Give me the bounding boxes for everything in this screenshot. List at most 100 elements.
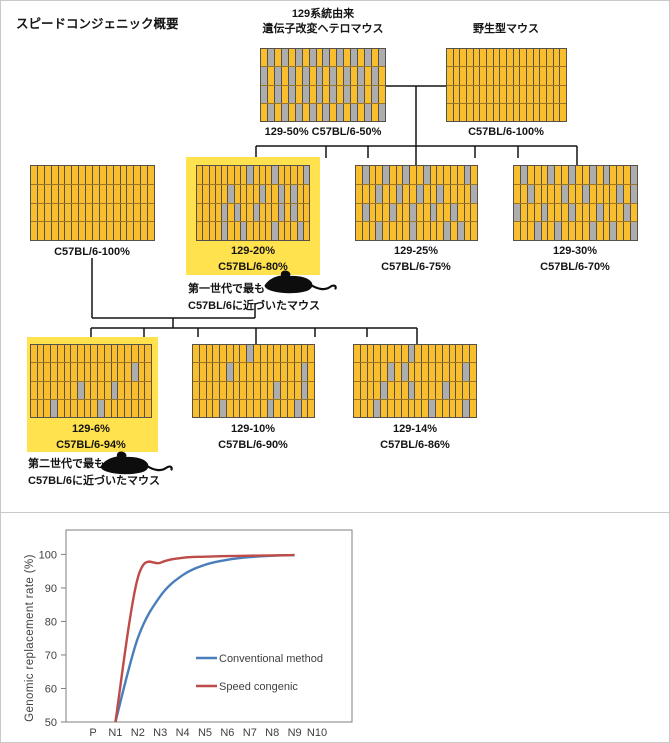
segment-c57bl6	[444, 166, 451, 184]
segment-c57bl6	[548, 222, 556, 240]
segment-c57bl6	[65, 184, 73, 203]
segment-c57bl6	[520, 67, 528, 85]
segment-c57bl6	[148, 203, 155, 222]
segment-c57bl6	[134, 184, 142, 203]
segment-c57bl6	[120, 166, 128, 184]
segment-129	[401, 363, 409, 381]
segment-c57bl6	[562, 203, 570, 222]
segment-c57bl6	[297, 166, 304, 184]
segment-129	[457, 222, 465, 240]
segment-c57bl6	[31, 381, 38, 399]
segment-c57bl6	[576, 166, 583, 184]
segment-c57bl6	[553, 103, 561, 121]
segment-c57bl6	[450, 184, 458, 203]
segment-129	[408, 381, 416, 399]
segment-c57bl6	[93, 203, 100, 222]
segment-c57bl6	[104, 345, 112, 363]
wild-percentage-label: C57BL/6-100%	[468, 126, 544, 138]
gen2-10-b6-label: C57BL/6-90%	[218, 439, 288, 451]
segment-c57bl6	[79, 203, 87, 222]
segment-c57bl6	[303, 222, 310, 240]
segment-129	[131, 363, 139, 381]
segment-c57bl6	[603, 203, 611, 222]
segment-c57bl6	[547, 49, 554, 67]
gen2-note-line2: C57BL/6に近づいたマウス	[28, 475, 161, 487]
segment-c57bl6	[254, 399, 261, 417]
segment-c57bl6	[78, 399, 85, 417]
segment-c57bl6	[435, 345, 443, 363]
segment-c57bl6	[449, 345, 457, 363]
segment-c57bl6	[203, 166, 210, 184]
segment-c57bl6	[582, 222, 590, 240]
segment-c57bl6	[72, 203, 80, 222]
segment-c57bl6	[493, 67, 501, 85]
segment-c57bl6	[410, 166, 418, 184]
gen2-14-b6-label: C57BL/6-86%	[380, 439, 450, 451]
segment-c57bl6	[274, 399, 282, 417]
segment-c57bl6	[596, 184, 604, 203]
segment-c57bl6	[118, 363, 126, 381]
segment-c57bl6	[253, 184, 260, 203]
segment-c57bl6	[358, 49, 366, 67]
segment-c57bl6	[111, 399, 119, 417]
segment-c57bl6	[589, 184, 597, 203]
segment-c57bl6	[125, 381, 132, 399]
segment-c57bl6	[330, 103, 338, 121]
segment-c57bl6	[86, 184, 94, 203]
segment-c57bl6	[401, 399, 409, 417]
chromosome-row	[514, 166, 638, 184]
segment-c57bl6	[527, 85, 534, 103]
segment-c57bl6	[470, 381, 476, 399]
segment-c57bl6	[493, 103, 501, 121]
segment-c57bl6	[79, 184, 87, 203]
chromosome-row	[31, 362, 151, 381]
segment-c57bl6	[99, 222, 107, 240]
segment-c57bl6	[460, 49, 468, 67]
segment-c57bl6	[287, 363, 295, 381]
chromosome-row	[354, 345, 476, 363]
segment-c57bl6	[120, 184, 128, 203]
segment-c57bl6	[302, 49, 310, 67]
segment-c57bl6	[473, 103, 481, 121]
segment-129	[527, 184, 535, 203]
segment-c57bl6	[303, 184, 310, 203]
segment-c57bl6	[209, 184, 216, 203]
segment-c57bl6	[389, 184, 397, 203]
segment-129	[520, 166, 528, 184]
segment-c57bl6	[480, 49, 488, 67]
segment-c57bl6	[513, 67, 521, 85]
segment-c57bl6	[309, 67, 317, 85]
segment-129	[274, 381, 282, 399]
segment-129	[631, 222, 638, 240]
segment-c57bl6	[457, 166, 465, 184]
segment-c57bl6	[209, 203, 216, 222]
segment-c57bl6	[423, 222, 431, 240]
segment-c57bl6	[65, 203, 73, 222]
segment-129	[111, 381, 119, 399]
chromosome-row	[447, 49, 567, 67]
segment-c57bl6	[444, 203, 451, 222]
segment-c57bl6	[145, 345, 151, 363]
segment-129	[378, 49, 385, 67]
segment-129	[274, 85, 282, 103]
segment-c57bl6	[240, 184, 248, 203]
segment-c57bl6	[71, 399, 79, 417]
segment-c57bl6	[44, 222, 52, 240]
segment-c57bl6	[442, 345, 450, 363]
segment-c57bl6	[274, 103, 282, 121]
segment-c57bl6	[254, 381, 261, 399]
segment-c57bl6	[111, 363, 119, 381]
segment-c57bl6	[31, 399, 38, 417]
segment-129	[330, 85, 338, 103]
segment-c57bl6	[125, 363, 132, 381]
segment-c57bl6	[453, 103, 461, 121]
segment-c57bl6	[240, 166, 248, 184]
segment-c57bl6	[534, 184, 542, 203]
chromosome-row	[197, 202, 310, 222]
segment-c57bl6	[64, 399, 72, 417]
gen1-wild-percentage-label: C57BL/6-100%	[54, 246, 130, 258]
chromosome-block-gen2-14	[353, 344, 477, 418]
segment-c57bl6	[228, 203, 235, 222]
x-tick-label: N10	[307, 727, 327, 739]
segment-c57bl6	[308, 381, 315, 399]
